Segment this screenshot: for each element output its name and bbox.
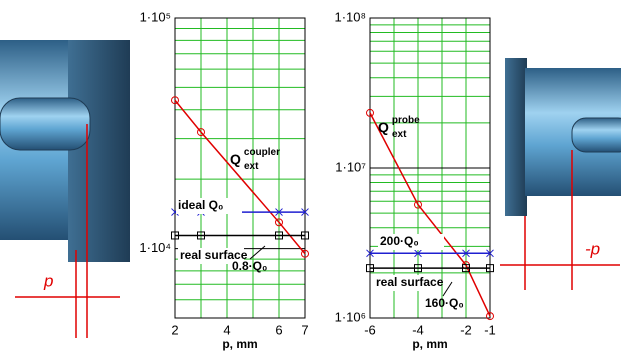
right-model: -p [500,58,621,290]
y-tick-label: 1·10⁸ [334,9,366,24]
y-tick-label: 1·10⁶ [335,309,366,324]
series-label: ideal Q₀ [178,198,223,212]
y-tick-label: 1·10⁴ [139,240,171,255]
x-tick-label: -2 [460,322,472,337]
x-tick-label: 6 [275,322,282,337]
series-label: real surface [376,275,444,289]
series-label: 200·Q₀ [380,234,419,248]
left-model: p [0,40,130,338]
annotation: 160·Q₀ [425,296,464,310]
series-label-part: ext [244,161,259,172]
x-tick-label: 2 [171,322,178,337]
series-label-part: coupler [244,147,280,158]
y-tick-label: 1·10⁷ [335,159,366,174]
x-tick-label: 4 [223,322,230,337]
image-label: -p [585,239,600,258]
x-axis-label: p, mm [412,337,447,351]
x-axis-label: p, mm [222,337,257,351]
series-label-part: probe [392,115,420,126]
series-label-part: ext [392,129,407,140]
x-tick-label: -1 [484,322,496,337]
figure: p -p 1·10⁴ 1·10⁵ 2 4 6 7 p, mm Qcoupler ext ideal… [0,0,621,354]
y-tick-label: 1·10⁵ [140,9,171,24]
x-tick-label: -4 [412,322,424,337]
x-tick-label: 7 [301,322,308,337]
annotation: 0.8·Q₀ [232,259,267,273]
image-label: p [43,271,53,290]
x-tick-label: -6 [364,322,376,337]
series-label-part: Q [378,119,389,135]
series-label-part: Q [230,151,241,167]
